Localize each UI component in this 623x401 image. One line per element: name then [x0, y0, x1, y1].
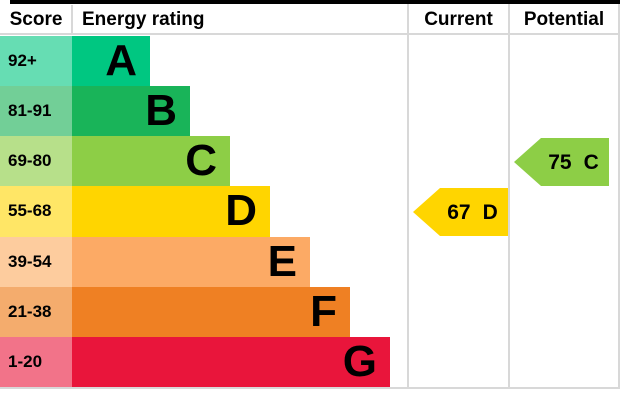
band-row-a: 92+ A: [0, 36, 620, 87]
bottom-border-line: [0, 387, 620, 389]
header-current: Current: [424, 9, 493, 30]
band-bar-g: G: [72, 336, 390, 387]
header-potential: Potential: [523, 9, 605, 30]
score-column-divider: [71, 5, 73, 33]
potential-column-divider: [508, 4, 510, 389]
score-range-b: 81-91: [0, 86, 72, 137]
band-bar-f: F: [72, 286, 350, 337]
band-row-g: 1-20 G: [0, 336, 620, 387]
band-bar-e: E: [72, 236, 310, 287]
score-range-c: 69-80: [0, 136, 72, 187]
rating-bands: 92+ A 81-91 B 69-80 C 55-68 D 39-54 E 21…: [0, 36, 620, 387]
current-rating-band: D: [482, 200, 498, 224]
current-column-divider: [407, 4, 409, 389]
band-row-e: 39-54 E: [0, 236, 620, 287]
band-row-d: 55-68 D: [0, 186, 620, 237]
score-range-a: 92+: [0, 36, 72, 87]
band-bar-d: D: [72, 186, 270, 237]
score-range-f: 21-38: [0, 286, 72, 337]
right-border-line: [618, 4, 620, 389]
band-row-c: 69-80 C: [0, 136, 620, 187]
band-bar-a: A: [72, 36, 150, 87]
score-range-d: 55-68: [0, 186, 72, 237]
potential-rating-value: 75: [548, 150, 572, 174]
header-divider-line: [0, 33, 620, 35]
header-energy-rating: Energy rating: [82, 9, 205, 30]
current-rating-value: 67: [447, 200, 471, 224]
band-row-b: 81-91 B: [0, 86, 620, 137]
band-bar-b: B: [72, 86, 190, 137]
potential-rating-band: C: [583, 150, 599, 174]
band-row-f: 21-38 F: [0, 286, 620, 337]
top-border-bar: [10, 0, 620, 4]
score-range-e: 39-54: [0, 236, 72, 287]
header-score: Score: [9, 9, 63, 30]
score-range-g: 1-20: [0, 336, 72, 387]
band-bar-c: C: [72, 136, 230, 187]
